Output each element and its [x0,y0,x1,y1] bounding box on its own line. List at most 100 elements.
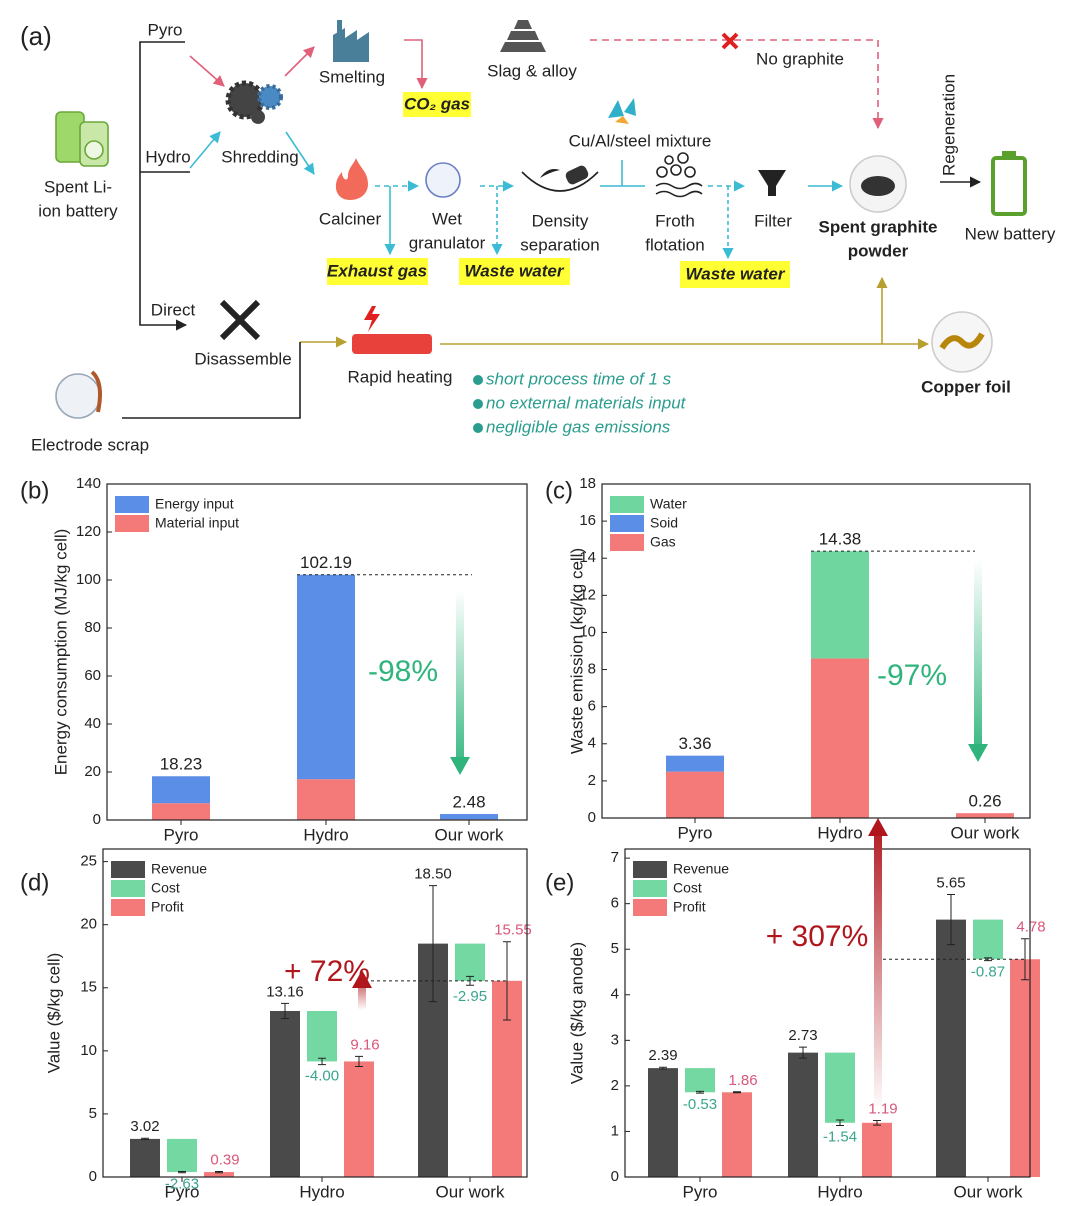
node-label: Copper foil [921,377,1011,396]
new-battery-icon [1002,151,1016,158]
bar [270,1010,300,1177]
x-tick-label: Hydro [817,1182,862,1201]
bar [722,1092,752,1177]
error-bar [215,1170,223,1174]
highlight-box [403,92,471,117]
x-tick-label: Our work [954,1182,1023,1201]
y-tick-label: 4 [611,986,619,1003]
bar [167,1138,197,1173]
panel-label: (b) [20,477,49,504]
error-bar [178,1170,186,1174]
legend-label: Energy input [155,496,234,512]
y-tick-label: 120 [76,523,101,540]
value-label: -0.53 [683,1096,717,1113]
value-label: 1.86 [728,1072,757,1089]
node-label: Rapid heating [348,367,453,386]
node-label: Cu/Al/steel mixture [569,131,712,150]
arrow-shaft [358,986,366,1010]
node-label: Calciner [319,209,382,228]
highlight-box [459,258,570,285]
y-tick-label: 80 [84,619,101,636]
node-label: New battery [965,224,1056,243]
arrow-head [968,744,988,762]
total-label: 18.23 [160,755,203,774]
scrap-icon [55,373,101,419]
error-bar [1021,938,1029,981]
advantage: negligible gas emissions [486,417,671,436]
annotation: -97% [877,659,947,692]
arrow-head [868,818,888,836]
bars-icon [500,20,546,52]
legend-swatch [115,515,149,532]
diagram: (a) Pyro Hydro Direct Spent Li- ion batt… [20,20,1056,454]
value-label: 9.16 [350,1036,379,1053]
legend-label: Gas [650,534,676,550]
y-tick-label: 5 [611,940,619,957]
heating-icon [364,306,380,332]
y-tick-label: 6 [588,698,596,715]
value-label: 4.78 [1016,919,1045,936]
node-label: ion battery [38,201,118,220]
bar-segment [811,658,869,818]
x-tick-label: Hydro [303,825,348,844]
x-tick-label: Pyro [164,825,199,844]
bar [862,1122,892,1177]
y-tick-label: 0 [89,1168,97,1185]
error-bar [873,1120,881,1126]
y-tick-label: 3 [611,1031,619,1048]
bar-segment [152,803,210,820]
node-label: granulator [409,233,486,252]
bar [825,1052,855,1123]
x-tick-label: Our work [435,825,504,844]
y-tick-label: 1 [611,1122,619,1139]
legend-swatch [610,496,644,513]
node-label: Density [532,211,589,230]
bar-segment [297,574,355,780]
error-bar [141,1137,149,1141]
plot-frame [102,848,528,1178]
gears-icon [225,80,283,124]
value-label: -2.95 [453,988,487,1005]
arrow [590,39,884,130]
advantage: no external materials input [486,393,687,412]
y-tick-label: 20 [80,916,97,933]
legend-swatch [111,880,145,897]
value-label: 1.19 [868,1100,897,1117]
annotation: + 72% [284,955,370,988]
arrow-head [352,970,372,988]
node-label: Spent Li- [44,177,112,196]
node-label: separation [520,235,599,254]
filter-icon [758,170,786,196]
x-tick-label: Our work [951,823,1020,842]
legend-label: Soid [650,515,678,531]
bar [130,1138,160,1177]
y-tick-label: 0 [93,811,101,828]
separation-icon [521,165,599,192]
output-label: Exhaust gas [327,261,427,280]
y-tick-label: 25 [80,853,97,870]
y-axis-label: Energy consumption (MJ/kg cell) [51,529,70,776]
y-tick-label: 10 [579,623,596,640]
route-label: Pyro [148,20,183,39]
total-label: 14.38 [819,530,862,549]
bullet [473,375,483,385]
y-tick-label: 12 [579,586,596,603]
total-label: 102.19 [300,553,352,572]
node-label: flotation [645,235,705,254]
legend-swatch [633,899,667,916]
bar-segment [811,551,869,659]
error-bar [947,894,955,946]
bar [685,1068,715,1093]
bar [344,1061,374,1177]
flame-icon [335,158,368,200]
value-label: 15.55 [494,922,532,939]
battery-icon [55,111,109,167]
node-label: Shredding [221,147,299,166]
new-battery-icon [991,156,1027,216]
y-axis-label: Value ($/kg cell) [44,953,63,1074]
plot-frame [106,483,528,821]
graphite-icon [861,176,895,196]
node-label: No graphite [756,49,844,68]
legend-swatch [610,515,644,532]
